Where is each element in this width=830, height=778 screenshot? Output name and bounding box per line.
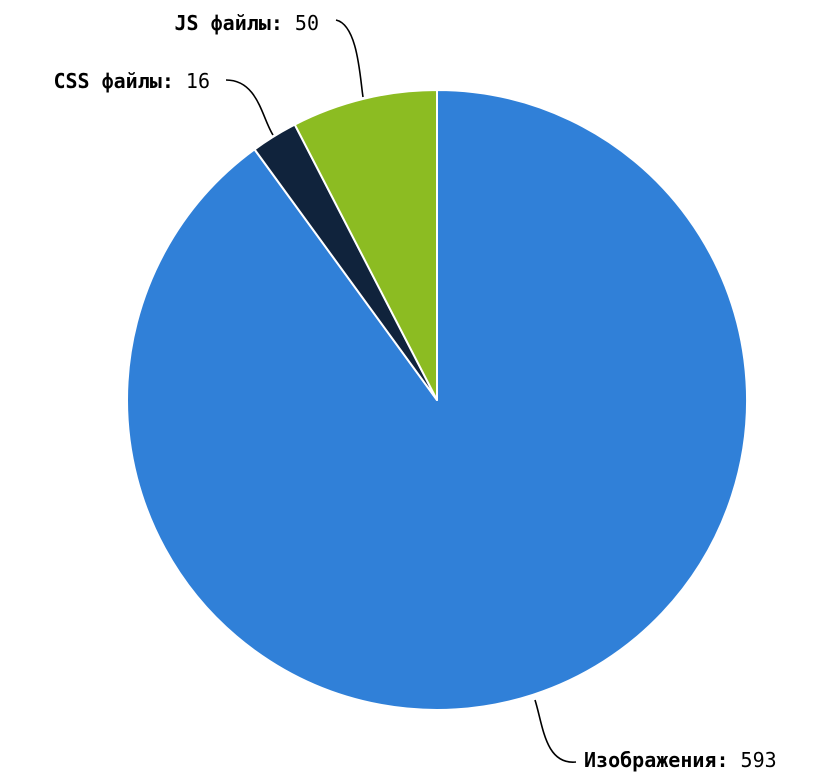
slice-label-name: JS файлы (174, 11, 270, 35)
slice-label-name: Изображения (584, 748, 716, 772)
label-leader-line (335, 19, 364, 98)
slice-label-name: CSS файлы (53, 69, 161, 93)
label-leader-line (534, 699, 577, 763)
slice-label-value: 16 (186, 69, 210, 93)
slice-label-value: 593 (741, 748, 777, 772)
pie-slice-3 (293, 89, 438, 401)
label-leader-line (225, 79, 274, 136)
slice-label: JS файлы: 50 (174, 11, 319, 35)
pie-slices (126, 89, 748, 711)
slice-label-separator: : (271, 11, 295, 35)
slice-label: CSS файлы: 16 (53, 69, 210, 93)
slice-label-value: 50 (295, 11, 319, 35)
slice-label-separator: : (716, 748, 740, 772)
slice-label-separator: : (162, 69, 186, 93)
slice-label: Изображения: 593 (584, 748, 777, 772)
pie-labels: Изображения: 593 CSS файлы: 16 JS файлы: 5… (53, 11, 776, 772)
